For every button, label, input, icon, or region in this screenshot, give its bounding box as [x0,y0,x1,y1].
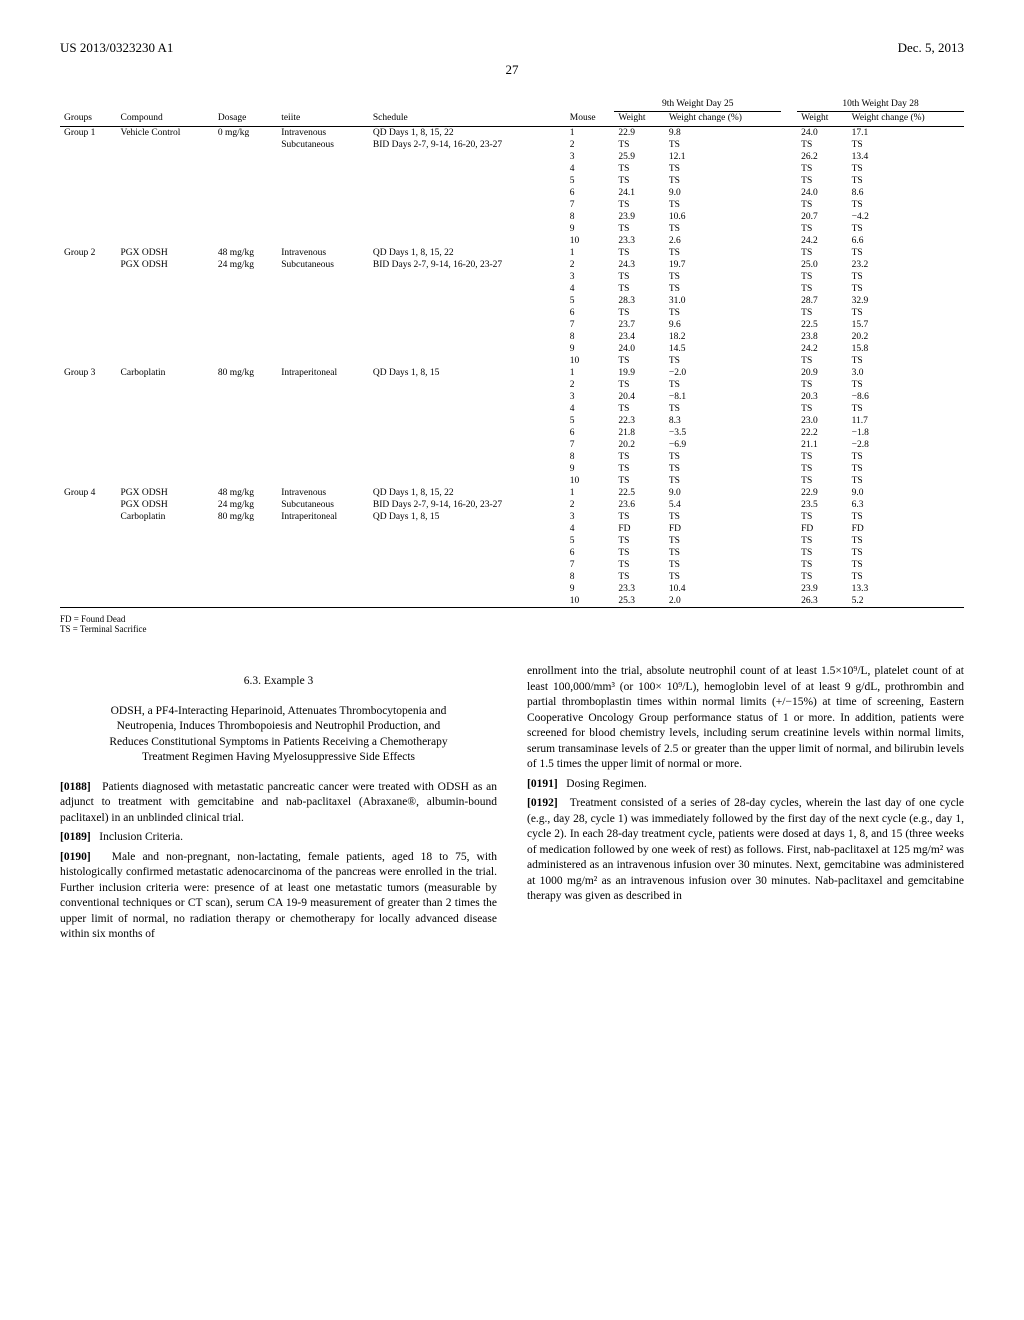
col-change-9: Weight change (%) [665,112,781,127]
table-row: 4TSTSTSTS [60,283,964,295]
para-0188: [0188] Patients diagnosed with metastati… [60,780,497,827]
table-row: 8TSTSTSTS [60,451,964,463]
table-footnotes: FD = Found Dead TS = Terminal Sacrifice [60,614,964,634]
table-row: 3TSTSTSTS [60,271,964,283]
example-title: ODSH, a PF4-Interacting Heparinoid, Atte… [100,704,457,766]
col-change-10: Weight change (%) [848,112,964,127]
publication-date: Dec. 5, 2013 [898,40,964,56]
table-row: 320.4−8.120.3−8.6 [60,391,964,403]
header-10th-weight: 10th Weight Day 28 [797,98,964,112]
example-number: 6.3. Example 3 [60,674,497,690]
table-row: SubcutaneousBID Days 2-7, 9-14, 16-20, 2… [60,139,964,151]
table-row: 723.79.622.515.7 [60,319,964,331]
table-row: 823.910.620.7−4.2 [60,211,964,223]
page-header: US 2013/0323230 A1 Dec. 5, 2013 [60,40,964,56]
para-0192: [0192] Treatment consisted of a series o… [527,796,964,905]
table-row: PGX ODSH24 mg/kgSubcutaneousBID Days 2-7… [60,259,964,271]
table-row: PGX ODSH24 mg/kgSubcutaneousBID Days 2-7… [60,499,964,511]
table-row: Group 3Carboplatin80 mg/kgIntraperitonea… [60,367,964,379]
table-row: 720.2−6.921.1−2.8 [60,439,964,451]
table-row: 325.912.126.213.4 [60,151,964,163]
weight-table: 9th Weight Day 25 10th Weight Day 28 Gro… [60,98,964,608]
table-row: 10TSTSTSTS [60,475,964,487]
para-0190: [0190] Male and non-pregnant, non-lactat… [60,850,497,943]
table-row: 6TSTSTSTS [60,547,964,559]
table-row: 522.38.323.011.7 [60,415,964,427]
table-row: 10TSTSTSTS [60,355,964,367]
table-row: 1023.32.624.26.6 [60,235,964,247]
table-row: Group 4PGX ODSH48 mg/kgIntravenousQD Day… [60,487,964,499]
table-row: 6TSTSTSTS [60,307,964,319]
header-9th-weight: 9th Weight Day 25 [614,98,781,112]
right-column: enrollment into the trial, absolute neut… [527,664,964,947]
col-schedule: Schedule [369,112,566,127]
col-compound: Compound [117,112,214,127]
col-route: teiite [277,112,369,127]
table-row: Carboplatin80 mg/kgIntraperitonealQD Day… [60,511,964,523]
table-row: 9TSTSTSTS [60,223,964,235]
table-row: 4TSTSTSTS [60,163,964,175]
page-number: 27 [60,62,964,78]
col-mouse: Mouse [566,112,615,127]
table-row: 621.8−3.522.2−1.8 [60,427,964,439]
table-row: 5TSTSTSTS [60,535,964,547]
table-row: 7TSTSTSTS [60,559,964,571]
para-0191: [0191] Dosing Regimen. [527,777,964,793]
table-row: 823.418.223.820.2 [60,331,964,343]
table-row: 1025.32.026.35.2 [60,595,964,608]
para-0189: [0189] Inclusion Criteria. [60,830,497,846]
col-dosage: Dosage [214,112,277,127]
table-row: 4TSTSTSTS [60,403,964,415]
table-row: 8TSTSTSTS [60,571,964,583]
publication-number: US 2013/0323230 A1 [60,40,173,56]
table-row: 924.014.524.215.8 [60,343,964,355]
table-row: 5TSTSTSTS [60,175,964,187]
table-row: 4FDFDFDFD [60,523,964,535]
table-row: 7TSTSTSTS [60,199,964,211]
col-weight-9: Weight [614,112,664,127]
table-row: 624.19.024.08.6 [60,187,964,199]
footnote-fd: FD = Found Dead [60,614,964,624]
left-column: 6.3. Example 3 ODSH, a PF4-Interacting H… [60,664,497,947]
footnote-ts: TS = Terminal Sacrifice [60,624,964,634]
para-0190-cont: enrollment into the trial, absolute neut… [527,664,964,773]
table-row: 2TSTSTSTS [60,379,964,391]
table-row: Group 1Vehicle Control0 mg/kgIntravenous… [60,127,964,140]
table-row: 9TSTSTSTS [60,463,964,475]
body-columns: 6.3. Example 3 ODSH, a PF4-Interacting H… [60,664,964,947]
col-weight-10: Weight [797,112,847,127]
col-groups: Groups [60,112,117,127]
table-row: 923.310.423.913.3 [60,583,964,595]
table-row: 528.331.028.732.9 [60,295,964,307]
table-row: Group 2PGX ODSH48 mg/kgIntravenousQD Day… [60,247,964,259]
